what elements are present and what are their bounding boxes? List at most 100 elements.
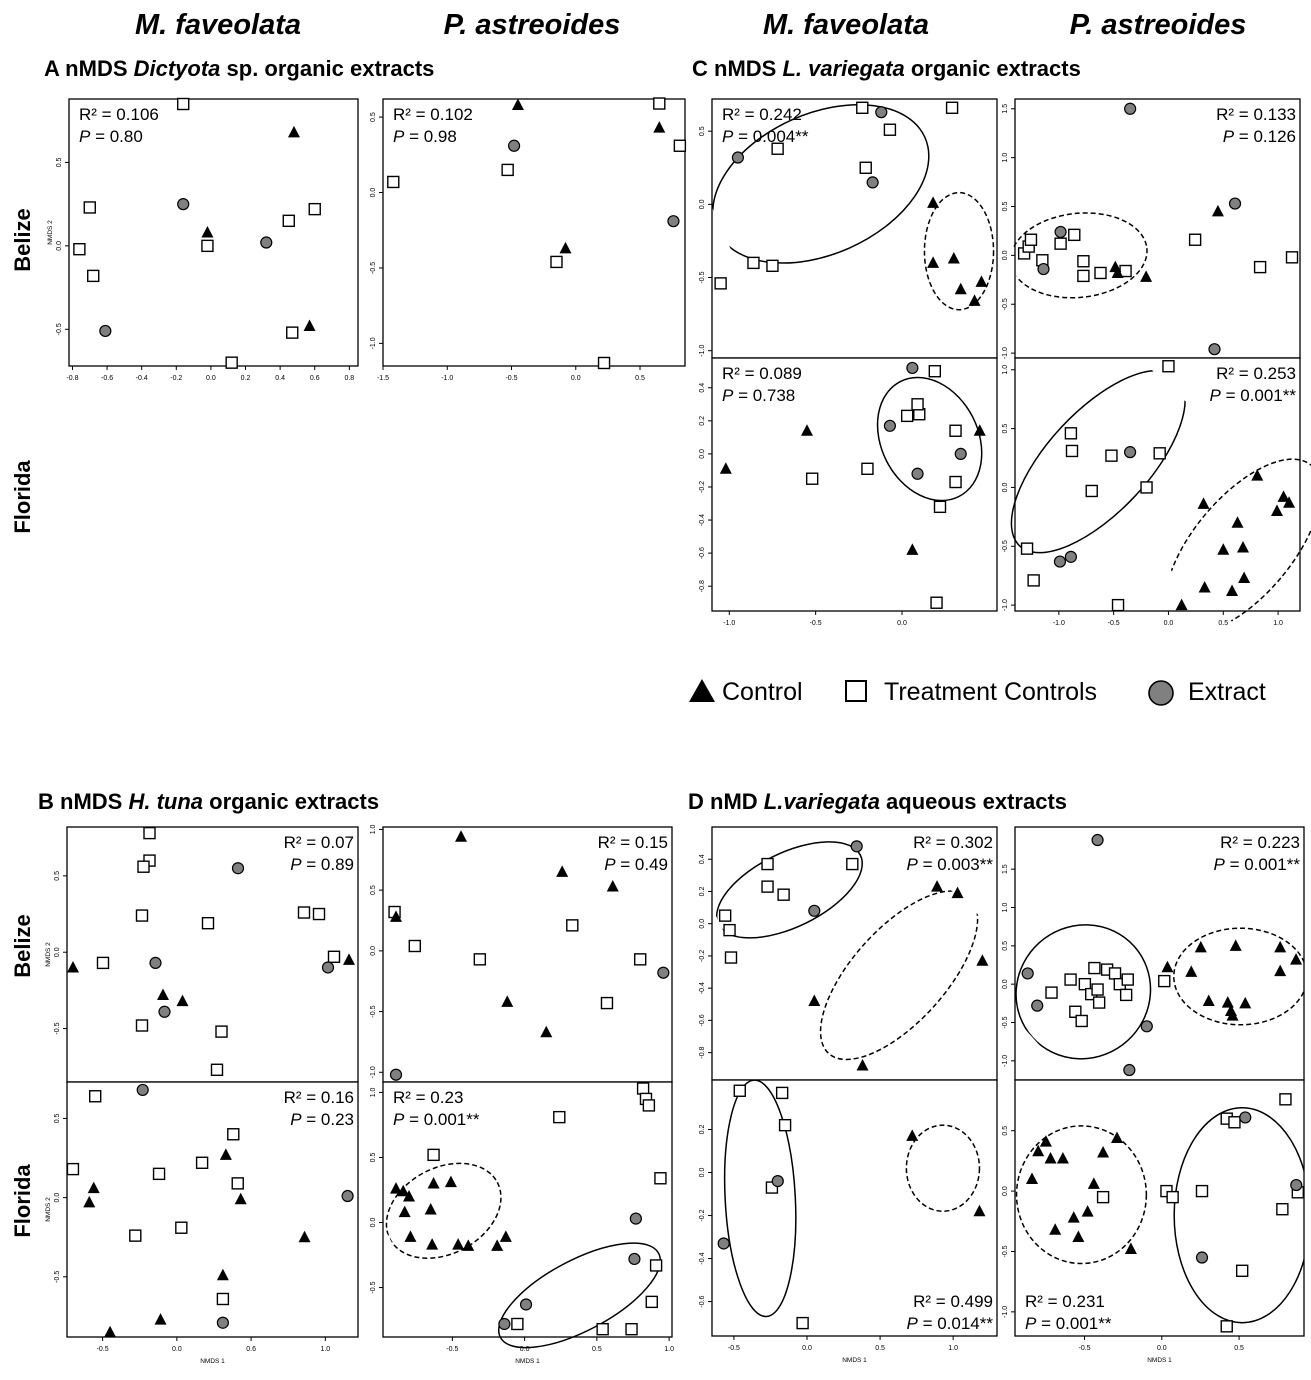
y-tick-label: -0.4	[699, 982, 706, 994]
control-point	[954, 282, 967, 295]
control-point	[157, 988, 169, 1000]
treatment-point	[1085, 484, 1098, 498]
treatment-point	[177, 97, 190, 111]
y-axis-label: NMDS 2	[47, 220, 54, 245]
control-point	[927, 196, 940, 208]
treatment-point	[511, 1317, 524, 1331]
treatment-point	[805, 472, 819, 485]
x-tick-label: 1.0	[664, 1346, 674, 1353]
x-tick-label: 0.0	[206, 375, 216, 382]
treatment-point	[883, 123, 897, 136]
control-point	[1097, 1145, 1110, 1158]
x-axis-label: NMDS 1	[515, 1358, 540, 1365]
extract-point	[1195, 1251, 1209, 1264]
treatment-point	[714, 277, 727, 290]
extract-point	[158, 1005, 171, 1018]
treatment-point	[1235, 1264, 1249, 1277]
extract-point	[906, 361, 919, 375]
x-tick-label: 0.0	[897, 620, 907, 627]
y-tick-label: 0.5	[1002, 202, 1009, 212]
control-point	[976, 954, 989, 966]
control-point	[1221, 996, 1234, 1008]
treatment-point	[597, 356, 611, 370]
column-header-4: P. astreoides	[1070, 9, 1247, 41]
x-tick-label: -1.5	[377, 375, 389, 382]
p-value-label: P = 0.001**	[393, 1110, 480, 1129]
y-tick-label: 0.0	[370, 946, 377, 956]
treatment-point	[625, 1322, 638, 1336]
control-point	[287, 125, 300, 138]
plot-B_fl_mf: -0.5 0.0 0.6 1.0 0.5 0.0 -0.5 NMDS 1 NMDS 2 R² = …	[45, 1081, 359, 1365]
panel-title-b: B nMDS H. tuna organic extracts	[38, 789, 379, 814]
plot-frame	[711, 1079, 998, 1337]
p-value-label: P = 0.001**	[1025, 1314, 1112, 1333]
control-point	[426, 1238, 439, 1250]
p-value-label: P = 0.004**	[722, 127, 809, 146]
extract-point	[99, 324, 112, 338]
y-tick-label: 1.0	[1002, 153, 1009, 163]
control-point	[973, 1204, 986, 1217]
extract-point	[717, 1237, 730, 1250]
ellipse-dashed	[923, 191, 995, 311]
treatment-point	[1195, 1184, 1209, 1198]
treatment-point	[225, 356, 238, 369]
y-tick-label: 0.2	[699, 416, 706, 426]
control-point	[927, 256, 940, 268]
y-tick-label: -0.5	[370, 262, 377, 274]
y-tick-label: -0.6	[699, 1295, 706, 1307]
x-tick-label: 0.0	[1164, 620, 1174, 627]
extract-point	[875, 106, 888, 119]
x-tick-label: -0.2	[170, 375, 182, 382]
treatment-point	[766, 259, 779, 273]
x-axis-label: NMDS 1	[842, 1357, 867, 1364]
ellipse-dashed	[1015, 1125, 1148, 1265]
y-tick-label: -0.2	[699, 1209, 706, 1221]
legend: Control Treatment Controls Extract	[689, 678, 1266, 706]
control-point	[1283, 496, 1296, 508]
control-point	[856, 1058, 869, 1071]
row-label-belize-bottom: Belize	[10, 914, 35, 978]
legend-extract-label: Extract	[1188, 678, 1266, 706]
control-point	[801, 424, 813, 436]
treatment-point	[1111, 598, 1125, 612]
control-point	[906, 1129, 919, 1141]
extract-point	[149, 956, 162, 969]
y-tick-label: -1.0	[370, 1066, 377, 1078]
control-point	[1185, 965, 1198, 977]
control-point	[1231, 516, 1244, 528]
treatment-point	[215, 1025, 228, 1038]
treatment-point	[1075, 1014, 1088, 1028]
x-tick-label: 0.5	[875, 1345, 885, 1352]
panel-title-c: C nMDS L. variegata organic extracts	[692, 56, 1081, 81]
treatment-point	[143, 826, 156, 840]
extract-point	[911, 467, 924, 480]
extract-point	[954, 447, 967, 461]
control-point	[951, 886, 964, 899]
treatment-point	[387, 175, 400, 189]
treatment-point	[216, 1292, 230, 1306]
x-tick-label: 0.6	[246, 1346, 256, 1353]
control-point	[201, 226, 214, 238]
control-point	[424, 1203, 437, 1215]
extract-point	[231, 862, 245, 875]
treatment-point	[473, 953, 487, 966]
plot-frame	[1014, 357, 1301, 612]
r-squared-label: R² = 0.089	[722, 364, 802, 383]
extract-point	[321, 961, 335, 974]
y-tick-label: 0.4	[699, 383, 706, 393]
control-point	[1026, 1172, 1038, 1185]
control-point	[67, 960, 79, 973]
treatment-point	[747, 256, 760, 270]
r-squared-label: R² = 0.499	[913, 1292, 993, 1311]
p-value-label: P = 0.738	[722, 386, 795, 405]
control-point	[397, 1184, 410, 1197]
y-tick-label: 0.5	[1002, 1126, 1009, 1136]
control-point	[1274, 940, 1287, 953]
column-header-2: P. astreoides	[444, 9, 621, 41]
treatment-point	[1045, 986, 1058, 999]
treatment-point	[501, 163, 514, 177]
treatment-point	[553, 1110, 566, 1124]
control-point	[1211, 204, 1224, 217]
treatment-point	[933, 500, 947, 514]
legend-control-label: Control	[722, 678, 803, 706]
